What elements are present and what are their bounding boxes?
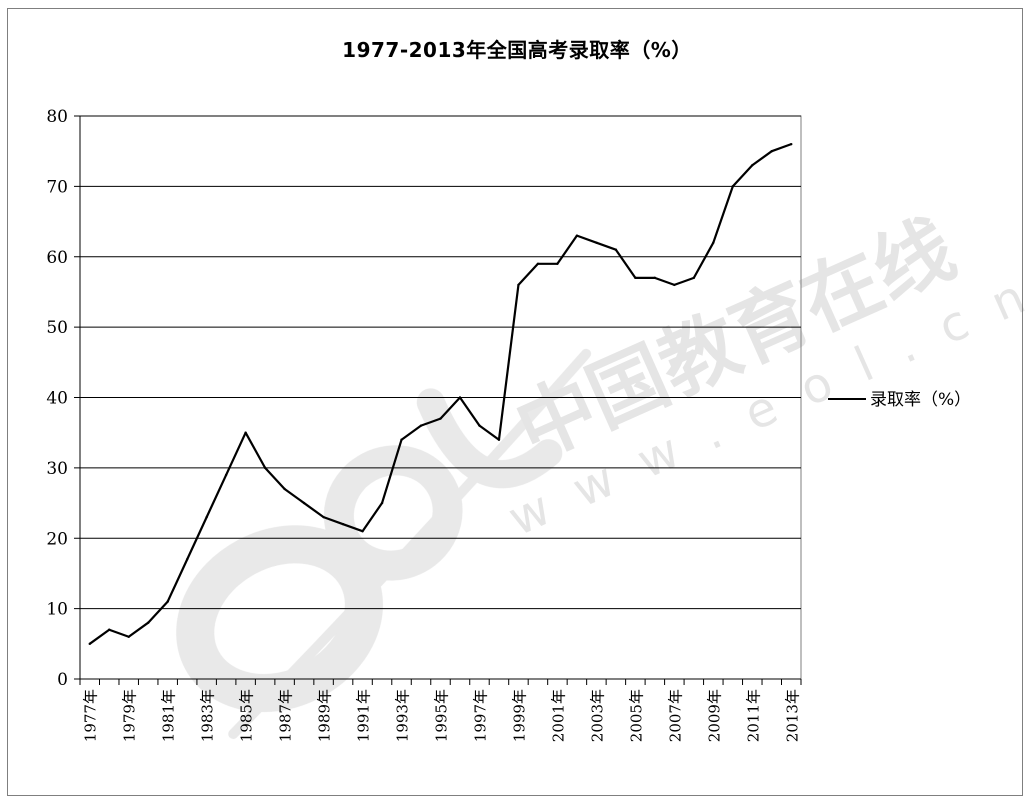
data-point <box>575 234 579 237</box>
data-point <box>400 438 403 441</box>
x-tick-label: 1979年 <box>121 689 139 742</box>
chart-title: 1977-2013年全国高考录取率（%） <box>342 38 692 62</box>
x-tick-label: 2011年 <box>744 689 762 742</box>
x-tick-label: 1983年 <box>199 689 217 742</box>
data-point <box>614 248 618 251</box>
x-axis: 1977年 1979年 1981年 1983年 1985年 1987年 1989年 1991年… <box>79 678 802 742</box>
x-tick-label: 1995年 <box>433 689 451 742</box>
data-point <box>88 642 91 646</box>
data-point <box>790 142 793 146</box>
data-point <box>673 283 676 287</box>
data-point <box>556 262 559 265</box>
x-tick-label: 1977年 <box>82 689 100 742</box>
x-tick-label: 1989年 <box>316 689 334 742</box>
data-point <box>361 530 364 533</box>
y-tick-label: 50 <box>46 318 68 338</box>
data-point <box>419 424 423 427</box>
data-point <box>166 600 169 603</box>
data-point <box>439 417 442 420</box>
x-tick-label: 1999年 <box>510 689 528 742</box>
data-point <box>108 628 111 631</box>
eol-watermark: 中国教育在线 w w w . e o l . c n <box>176 204 1034 739</box>
y-tick-label: 10 <box>46 600 68 620</box>
y-axis: 0 10 20 30 40 50 60 70 80 <box>46 107 81 690</box>
data-point <box>536 262 540 265</box>
x-tick-label: 1985年 <box>238 689 256 742</box>
data-point <box>517 283 520 287</box>
data-point <box>224 473 228 477</box>
y-tick-label: 70 <box>46 177 68 197</box>
data-point <box>322 515 325 519</box>
chart-frame <box>7 8 1023 796</box>
data-point <box>283 487 286 491</box>
series-group <box>88 142 793 646</box>
y-tick-label: 60 <box>46 248 68 268</box>
data-point <box>770 149 773 153</box>
y-tick-label: 30 <box>46 459 68 479</box>
data-point <box>127 635 130 638</box>
y-tick-label: 80 <box>46 107 68 127</box>
x-tick-label: 1991年 <box>355 689 373 742</box>
data-point <box>731 185 734 188</box>
y-tick-label: 20 <box>46 529 68 549</box>
data-point <box>653 276 657 280</box>
data-point <box>458 396 462 399</box>
data-point <box>244 431 247 434</box>
data-point <box>595 241 598 244</box>
gridlines <box>80 115 801 610</box>
legend: 录取率（%） <box>828 390 971 410</box>
y-tick-label: 40 <box>46 389 68 409</box>
data-point <box>692 276 696 280</box>
x-tick-label: 1987年 <box>277 689 295 742</box>
data-point <box>341 522 345 526</box>
data-point <box>634 276 637 280</box>
y-tick-label: 0 <box>57 670 68 690</box>
x-tick-label: 1981年 <box>160 689 178 742</box>
x-tick-label: 2001年 <box>549 689 567 742</box>
x-tick-label: 2005年 <box>627 689 645 742</box>
data-point <box>302 501 306 505</box>
data-point <box>712 241 715 244</box>
x-tick-label: 2009年 <box>705 689 723 742</box>
x-tick-label: 2007年 <box>666 689 684 742</box>
data-point <box>147 621 150 624</box>
data-point <box>185 558 189 561</box>
data-point <box>478 424 481 427</box>
data-point <box>205 515 208 519</box>
data-point <box>497 438 501 441</box>
data-point <box>263 466 267 470</box>
legend-label: 录取率（%） <box>870 390 971 410</box>
x-tick-label: 2003年 <box>588 689 606 742</box>
x-tick-label: 1997年 <box>471 689 489 742</box>
data-point <box>751 164 754 167</box>
x-tick-label: 2013年 <box>783 689 801 742</box>
x-tick-label: 1993年 <box>394 689 412 742</box>
data-point <box>380 501 384 505</box>
